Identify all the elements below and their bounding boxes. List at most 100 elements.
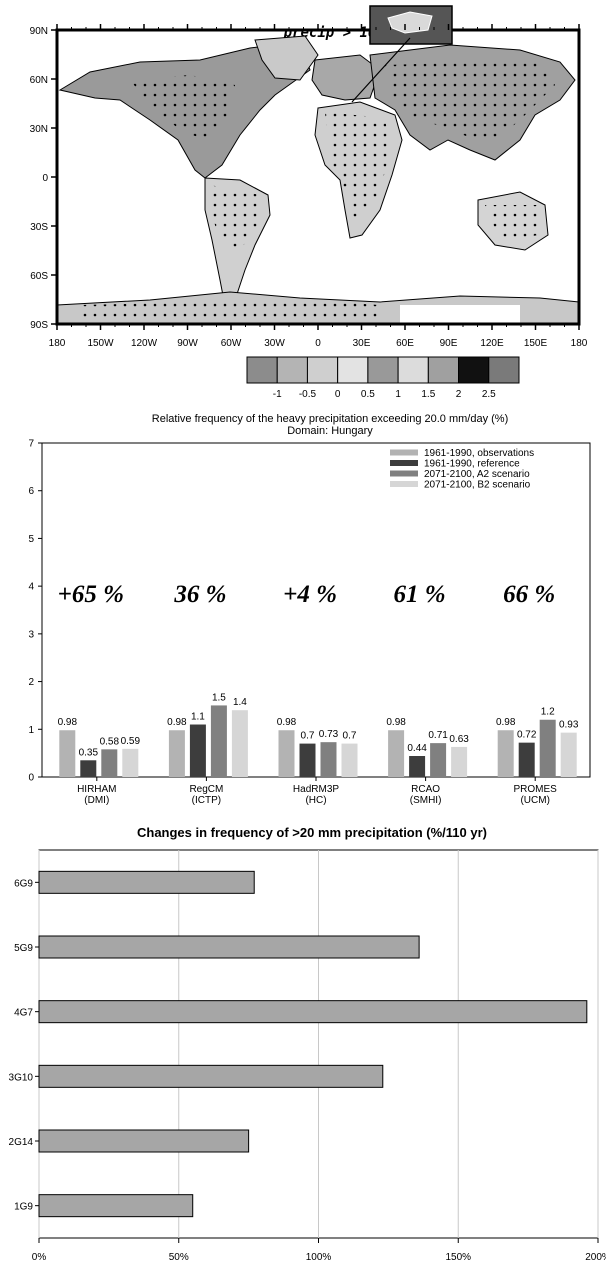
hbar-chart-title: Changes in frequency of >20 mm precipita…	[137, 825, 487, 840]
x-tick-label: HIRHAM	[77, 784, 116, 795]
legend-label: 2071-2100, A2 scenario	[424, 469, 530, 480]
bar-value-label: 1.5	[212, 692, 226, 703]
lon-label: 120E	[480, 338, 504, 349]
x-tick-label: HadRM3P	[293, 784, 339, 795]
bar-axes: 0 1 2 3 4 5 6 7 HIRHAM(DMI) RegCM(ICTP) HadRM3P(HC…	[28, 439, 591, 806]
colorbar-label: 0.5	[361, 389, 375, 400]
bar-value-label: 0.72	[517, 730, 537, 741]
hbar	[38, 1194, 194, 1218]
colorbar-swatch	[337, 356, 369, 384]
lat-label: 0	[42, 173, 48, 184]
bar-chart-title: Relative frequency of the heavy precipit…	[152, 413, 508, 425]
hbar	[38, 870, 255, 894]
bar	[122, 748, 139, 777]
lon-label: 150E	[524, 338, 548, 349]
bar-chart-subtitle: Domain: Hungary	[287, 425, 373, 437]
colorbar-label: -1	[273, 389, 282, 400]
bar	[430, 743, 447, 777]
y-tick-label: 0	[28, 773, 34, 784]
hbar-x-tick-label: 0%	[32, 1252, 47, 1262]
hbar	[38, 1129, 250, 1153]
colorbar-swatch	[397, 356, 429, 384]
map-panel: precip > 10	[0, 0, 606, 410]
bar	[518, 742, 535, 777]
bar-value-label: 0.59	[121, 736, 141, 747]
bar	[539, 719, 556, 777]
bar	[320, 742, 337, 777]
bar-value-label: 0.58	[100, 736, 120, 747]
hbar-chart: Changes in frequency of >20 mm precipita…	[9, 825, 606, 1263]
bar-annotations: +65 % 36 % +4 % 61 % 66 %	[58, 581, 556, 608]
y-tick-label: 7	[28, 439, 34, 450]
bar-value-label: 0.93	[559, 720, 579, 731]
bar-value-label: 0.98	[496, 717, 516, 728]
bar	[210, 705, 227, 777]
lon-label: 90W	[177, 338, 198, 349]
hbar-category-label: 3G10	[9, 1072, 34, 1083]
lon-label: 60W	[221, 338, 242, 349]
lat-label: 30N	[30, 124, 48, 135]
bar-value-label: 0.63	[449, 734, 469, 745]
greenland	[254, 35, 319, 81]
colorbar-labels: -1 -0.5 0 0.5 1 1.5 2 2.5	[273, 389, 496, 400]
map-figure: precip > 10	[30, 5, 588, 400]
colorbar-swatch	[427, 356, 460, 384]
hbar-x-tick-label: 150%	[445, 1252, 471, 1262]
hbar-category-label: 2G14	[9, 1137, 34, 1148]
x-tick-sublabel: (ICTP)	[192, 795, 221, 806]
y-tick-label: 4	[28, 582, 34, 593]
colorbar-swatch	[458, 356, 490, 384]
hbar-bars	[38, 870, 588, 1218]
bar-value-labels: 0.98 0.350.58 0.59 0.98 1.1 1.5 1.4 0.98 0.7 0.73…	[58, 692, 579, 758]
bar	[278, 730, 295, 777]
x-tick-label: RCAO	[411, 784, 440, 795]
x-tick-sublabel: (DMI)	[84, 795, 109, 806]
bar	[231, 710, 248, 777]
x-tick-label: RegCM	[189, 784, 223, 795]
lat-label: 90N	[30, 26, 48, 37]
x-tick-sublabel: (SMHI)	[410, 795, 442, 806]
bar	[451, 746, 468, 777]
hbar-category-label: 4G7	[14, 1008, 33, 1019]
map-ticks	[51, 24, 580, 330]
colorbar-swatch	[367, 356, 399, 384]
y-tick-label: 6	[28, 486, 34, 497]
lon-label: 60E	[396, 338, 414, 349]
colorbar-swatch	[306, 356, 339, 384]
change-annotation: 36 %	[173, 581, 226, 608]
legend-label: 1961-1990, observations	[424, 448, 534, 459]
bar	[497, 730, 514, 777]
bar-value-label: 0.98	[277, 717, 297, 728]
hbar	[38, 1064, 384, 1088]
bar	[189, 724, 206, 777]
bar	[409, 756, 426, 777]
lon-label: 90E	[440, 338, 458, 349]
legend-swatch	[390, 449, 418, 456]
lon-label: 180	[571, 338, 588, 349]
hbar-axes: 0% 50% 100% 150% 200% 6G9 5G9 4G7 3G10 2G14 1G9	[9, 878, 606, 1263]
hbar-x-tick-label: 100%	[306, 1252, 332, 1262]
lat-label: 60S	[30, 271, 48, 282]
bar-chart: Relative frequency of the heavy precipit…	[28, 413, 591, 806]
y-tick-label: 3	[28, 629, 34, 640]
lat-label: 60N	[30, 75, 48, 86]
europe	[311, 54, 381, 101]
lon-label: 30E	[353, 338, 371, 349]
colorbar-label: 1	[395, 389, 401, 400]
hbar-category-label: 6G9	[14, 878, 33, 889]
bar-value-label: 1.4	[233, 697, 247, 708]
bar	[101, 749, 118, 777]
colorbar	[246, 356, 520, 384]
bar-value-label: 1.1	[191, 712, 205, 723]
world-map	[57, 35, 579, 324]
colorbar-label: 1.5	[421, 389, 435, 400]
hbar-chart-panel: Changes in frequency of >20 mm precipita…	[0, 820, 606, 1263]
lon-label: 120W	[131, 338, 158, 349]
bar-value-label: 0.35	[79, 747, 99, 758]
lon-label: 0	[315, 338, 321, 349]
lat-label: 90S	[30, 320, 48, 331]
inset-pointer	[351, 37, 411, 103]
legend-swatch	[390, 481, 418, 487]
x-tick-sublabel: (UCM)	[520, 795, 549, 806]
